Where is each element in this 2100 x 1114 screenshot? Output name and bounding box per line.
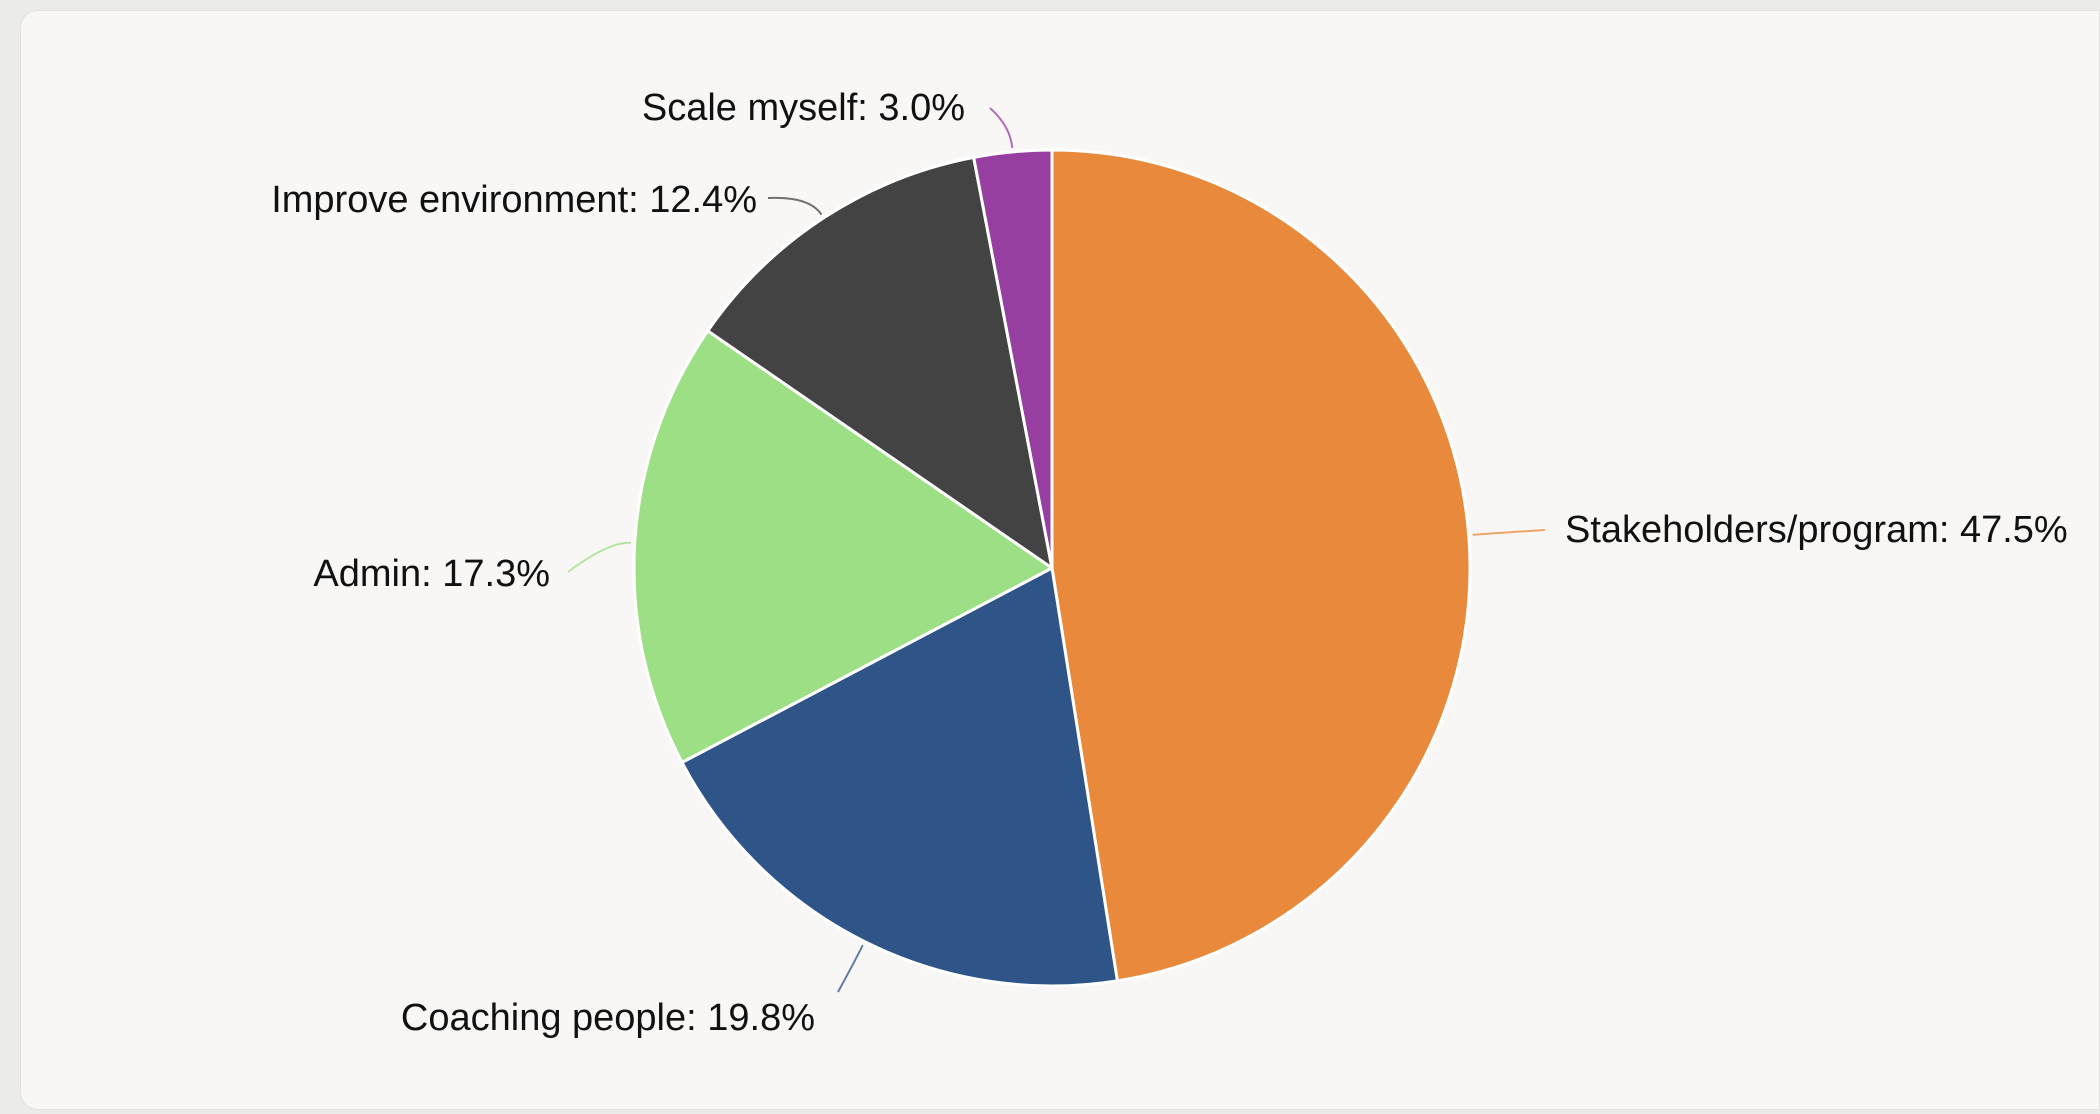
- label-coaching-people: Coaching people: 19.8%: [401, 997, 815, 1039]
- slice-admin: [632, 329, 1054, 764]
- leader-line-stakeholders-program: [1472, 529, 1546, 536]
- slice-stakeholders-program: [1050, 148, 1472, 983]
- label-admin: Admin: 17.3%: [313, 553, 550, 595]
- slice-improve-environment: [706, 155, 1054, 570]
- label-improve-environment: Improve environment: 12.4%: [271, 179, 757, 221]
- leader-line-coaching-people: [837, 944, 864, 993]
- slice-coaching-people: [680, 566, 1119, 988]
- leader-line-scale-myself: [989, 107, 1014, 148]
- label-scale-myself: Scale myself: 3.0%: [642, 87, 965, 129]
- pie-slices: [632, 148, 1472, 988]
- leader-line-admin: [567, 541, 631, 573]
- leader-lines: [567, 107, 1546, 993]
- slice-scale-myself: [972, 148, 1054, 570]
- leader-line-improve-environment: [767, 196, 823, 216]
- label-stakeholders-program: Stakeholders/program: 47.5%: [1565, 509, 2068, 551]
